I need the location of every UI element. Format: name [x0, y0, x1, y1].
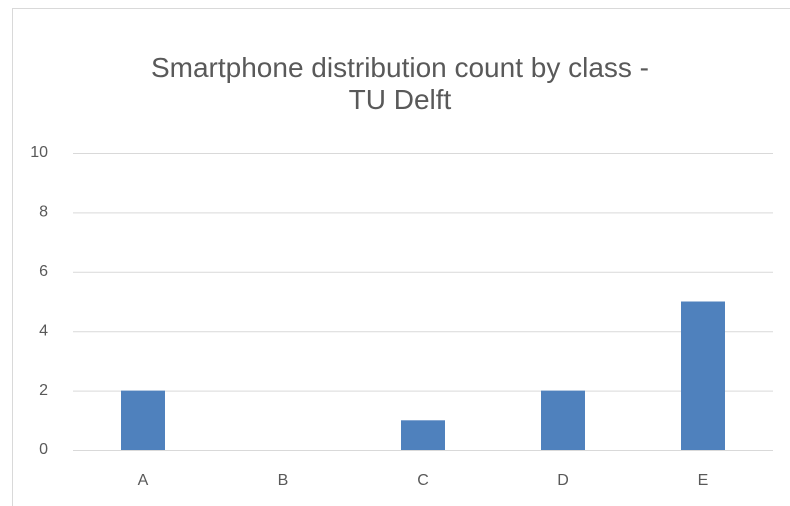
- bar: [401, 420, 445, 450]
- x-tick-label: A: [138, 472, 149, 489]
- y-tick-label: 8: [39, 204, 48, 221]
- y-tick-label: 0: [39, 441, 48, 458]
- y-tick-label: 6: [39, 263, 48, 280]
- chart-frame: [12, 8, 790, 506]
- x-tick-label: C: [417, 472, 429, 489]
- bar: [541, 390, 585, 450]
- y-tick-label: 4: [39, 322, 48, 339]
- x-tick-label: B: [278, 472, 289, 489]
- x-tick-label: D: [557, 472, 569, 489]
- y-tick-label: 10: [30, 144, 48, 161]
- chart-title: Smartphone distribution count by class -…: [150, 52, 650, 115]
- y-tick-label: 2: [39, 382, 48, 399]
- bar: [121, 390, 165, 450]
- x-tick-label: E: [698, 472, 709, 489]
- bar: [681, 301, 725, 450]
